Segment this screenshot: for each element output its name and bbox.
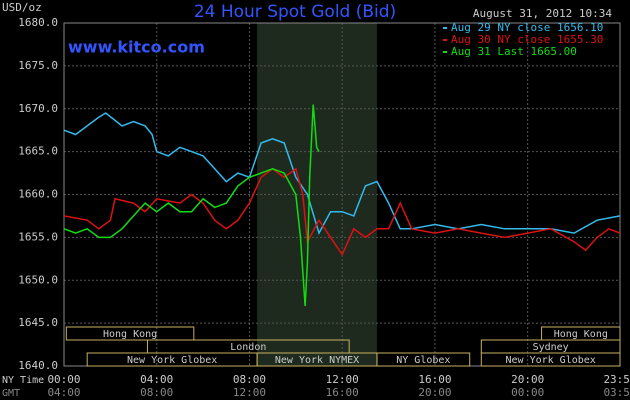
watermark: www.kitco.com xyxy=(68,38,205,57)
session-box xyxy=(65,326,195,341)
x2-axis-label: GMT xyxy=(2,388,20,399)
session-label: Hong Kong xyxy=(554,329,608,340)
x2-tick-label: 04:00 xyxy=(47,386,80,399)
y-tick-label: 1645.0 xyxy=(18,316,58,329)
x2-tick-label: 16:00 xyxy=(326,386,359,399)
x2-tick-label: 03:59 xyxy=(603,386,630,399)
x2-tick-label: 00:00 xyxy=(511,386,544,399)
y-tick-label: 1665.0 xyxy=(18,145,58,158)
x-tick-label: 08:00 xyxy=(233,373,266,386)
x2-tick-label: 08:00 xyxy=(140,386,173,399)
session-box xyxy=(376,352,471,367)
y-tick-label: 1640.0 xyxy=(18,359,58,372)
x-tick-label: 16:00 xyxy=(418,373,451,386)
session-label: New York Globex xyxy=(505,355,595,366)
legend-swatch xyxy=(443,27,447,29)
x-tick-label: 12:00 xyxy=(326,373,359,386)
timestamp: August 31, 2012 10:34 xyxy=(473,7,612,20)
session-box xyxy=(480,352,621,367)
legend-label: Aug 30 NY close 1655.30 xyxy=(451,33,603,46)
y-tick-label: 1670.0 xyxy=(18,102,58,115)
series-line xyxy=(63,104,320,307)
y-tick-label: 1650.0 xyxy=(18,273,58,286)
legend-label: Aug 31 Last 1665.00 xyxy=(451,45,577,58)
chart-title: 24 Hour Spot Gold (Bid) xyxy=(194,2,396,22)
x2-tick-label: 20:00 xyxy=(418,386,451,399)
series-line xyxy=(63,112,621,236)
legend-label: Aug 29 NY close 1656.10 xyxy=(451,21,603,34)
y-axis-label: USD/oz xyxy=(2,1,42,14)
x2-tick-label: 12:00 xyxy=(233,386,266,399)
session-label: New York Globex xyxy=(127,355,217,366)
session-label: Hong Kong xyxy=(103,329,157,340)
y-tick-label: 1675.0 xyxy=(18,59,58,72)
x-tick-label: 20:00 xyxy=(511,373,544,386)
x-tick-label: 04:00 xyxy=(140,373,173,386)
session-label: New York NYMEX xyxy=(275,355,359,366)
session-label: Sydney xyxy=(533,342,569,353)
y-tick-label: 1660.0 xyxy=(18,188,58,201)
y-tick-label: 1655.0 xyxy=(18,230,58,243)
session-label: NY Globex xyxy=(396,355,450,366)
y-tick-label: 1680.0 xyxy=(18,16,58,29)
session-label: London xyxy=(230,342,266,353)
legend-swatch xyxy=(443,39,447,41)
x-tick-label: 23:59 xyxy=(603,373,630,386)
x-tick-label: 00:00 xyxy=(47,373,80,386)
legend-swatch xyxy=(443,51,447,53)
x-axis-label: NY Time xyxy=(2,375,44,386)
